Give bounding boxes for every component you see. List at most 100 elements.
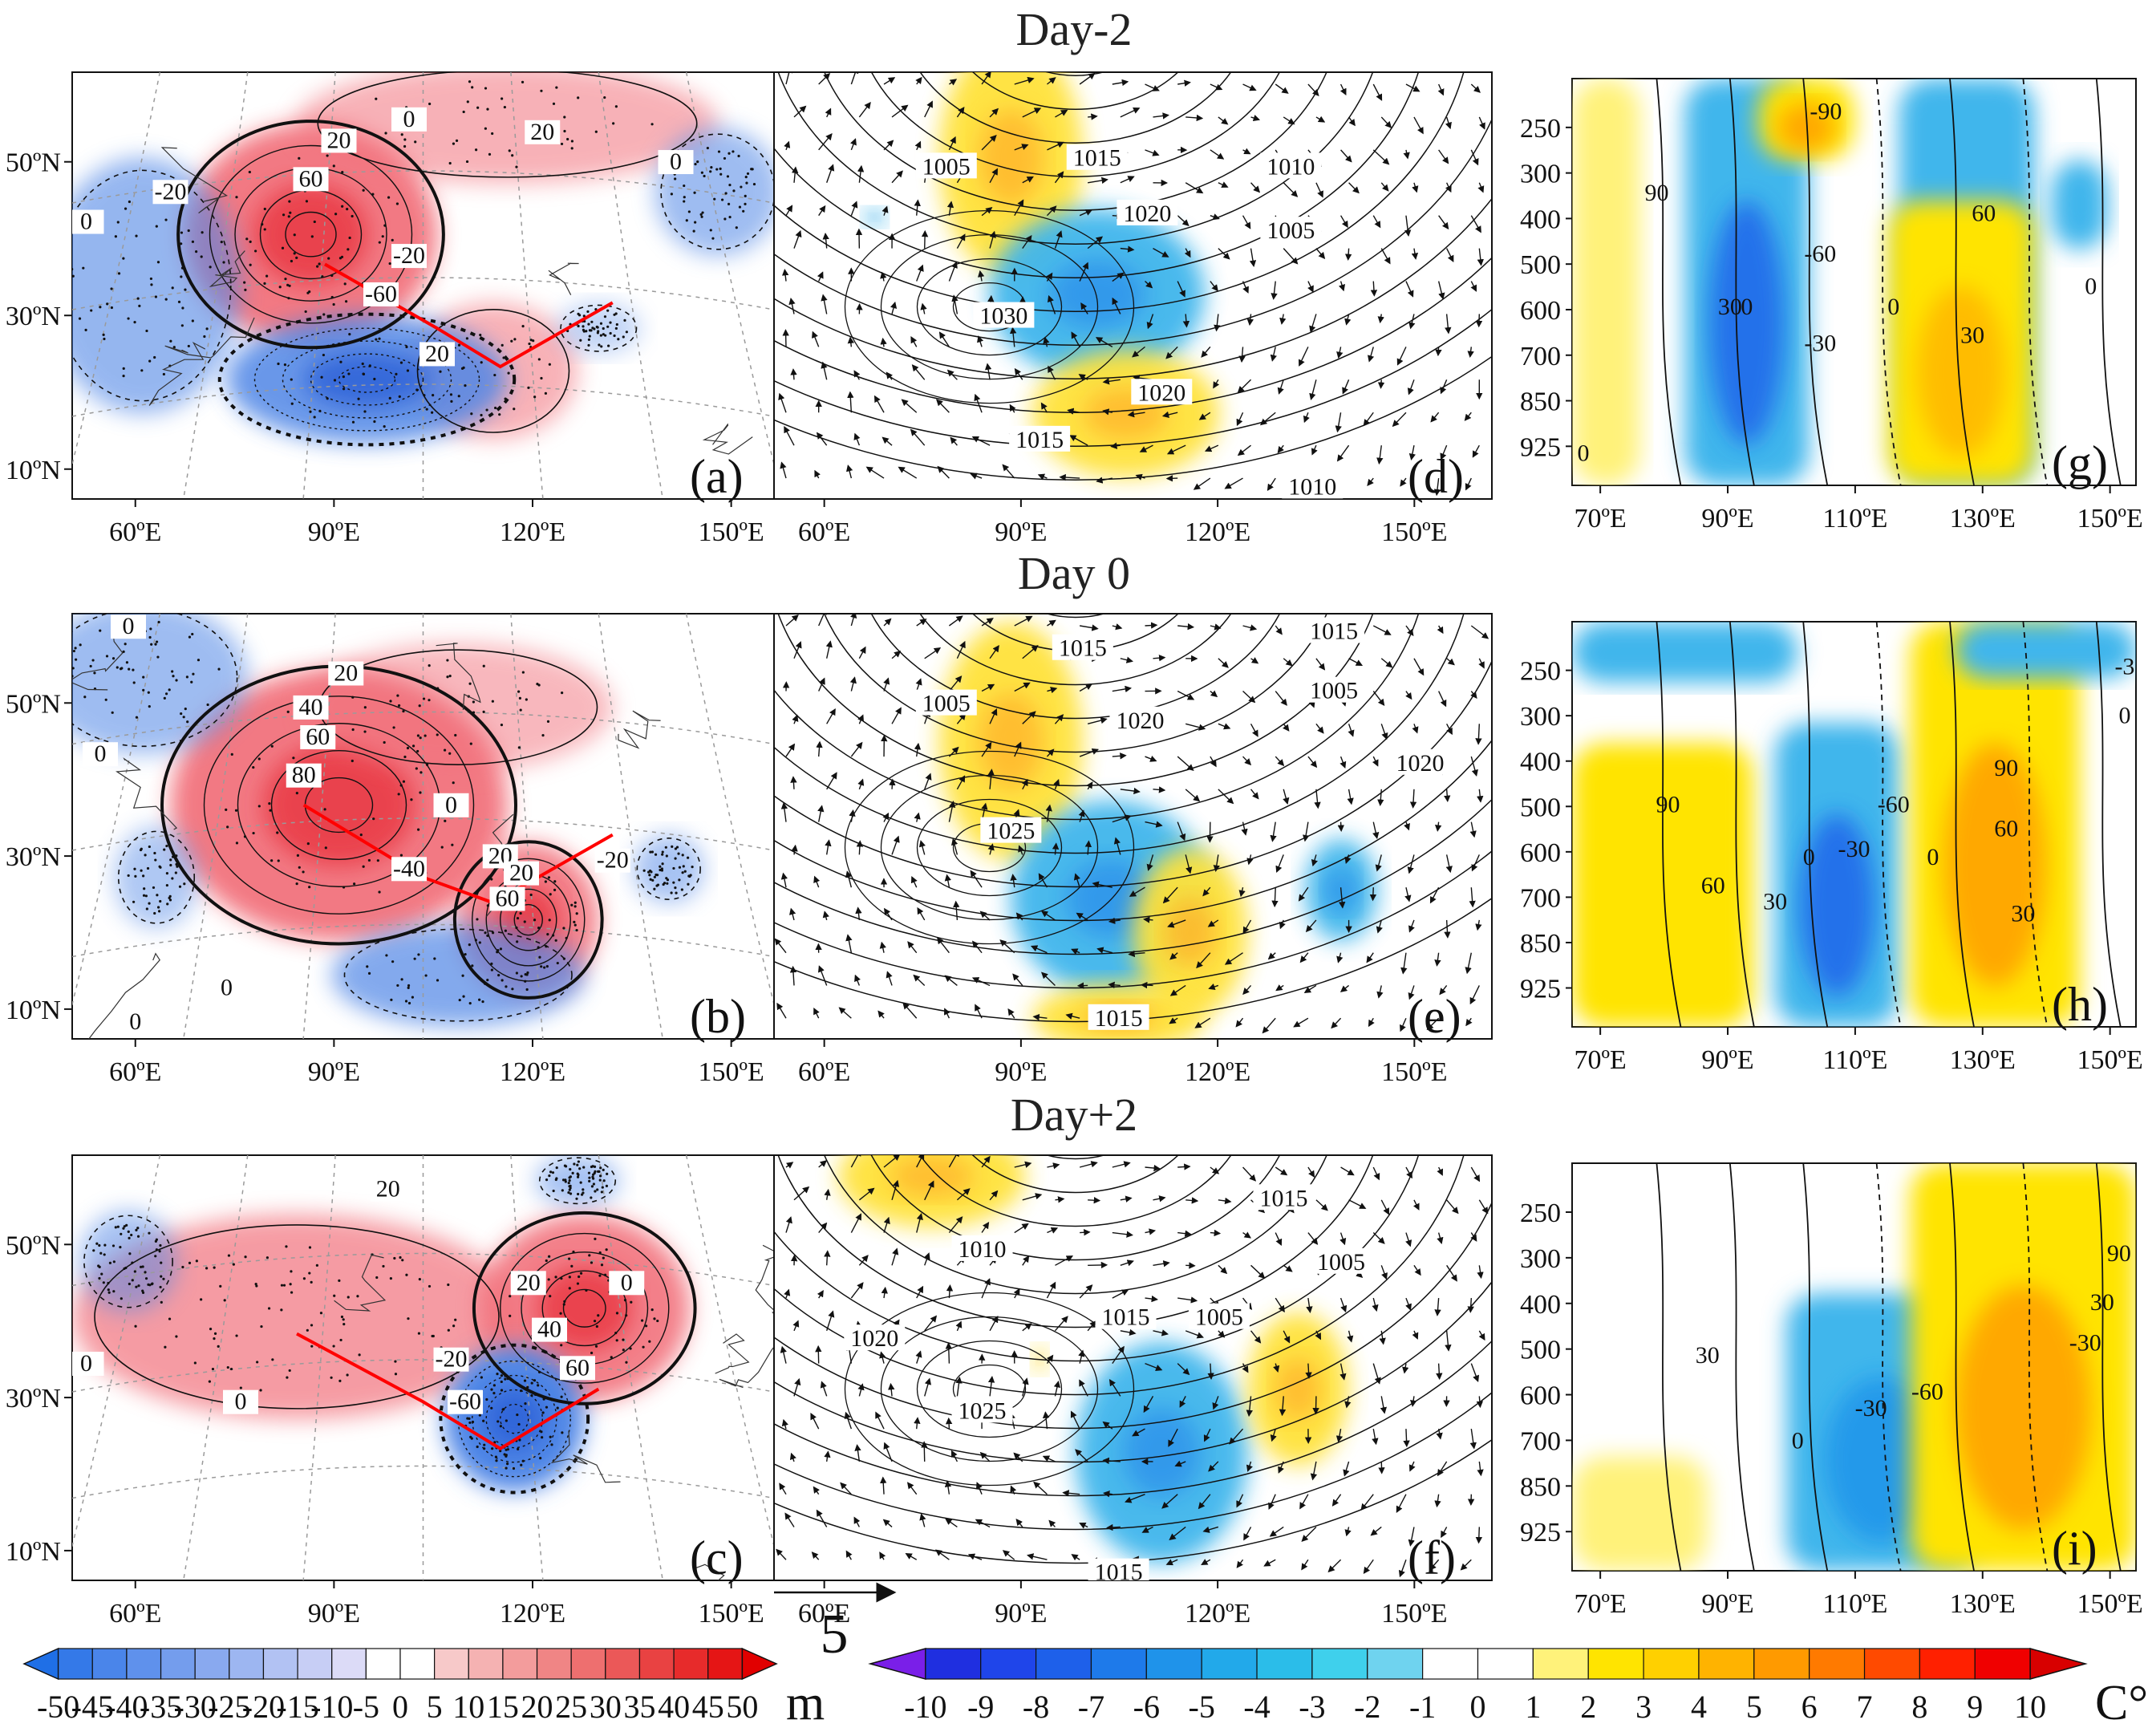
- significance-dot: [498, 413, 501, 416]
- wind-vector: [1405, 1232, 1412, 1247]
- significance-dot: [388, 262, 391, 266]
- significance-dot: [263, 228, 266, 231]
- significance-dot: [447, 1283, 450, 1287]
- significance-dot: [516, 940, 519, 943]
- wind-vector: [944, 975, 958, 987]
- wind-vector: [1040, 971, 1056, 986]
- significance-dot: [732, 150, 735, 153]
- significance-dot: [213, 1266, 216, 1269]
- wind-vector: [1270, 347, 1277, 362]
- significance-dot: [103, 337, 106, 341]
- wind-vector: [853, 370, 861, 380]
- significance-dot: [144, 854, 147, 857]
- isobar: [844, 750, 1135, 945]
- wind-contour-label: 30: [1718, 294, 1742, 320]
- significance-dot: [604, 334, 607, 337]
- wind-vector: [1434, 952, 1441, 967]
- wind-vector: [924, 100, 933, 118]
- temperature-core: [1709, 201, 1785, 445]
- wind-vector: [1262, 1017, 1276, 1034]
- wind-vector: [1177, 756, 1194, 772]
- wind-vector: [1307, 1232, 1319, 1245]
- y-tick-label: 30ºN: [6, 1384, 61, 1414]
- wind-vector: [1310, 1461, 1318, 1481]
- significance-dot: [599, 334, 602, 337]
- significance-dot: [549, 893, 552, 896]
- x-tick-label: 150ºE: [1381, 1599, 1447, 1629]
- significance-dot: [157, 910, 161, 913]
- significance-dot: [319, 1312, 323, 1315]
- isobar-label: 1010: [958, 1236, 1007, 1263]
- wind-vector: [888, 1382, 895, 1397]
- significance-dot: [573, 905, 577, 908]
- significance-dot: [609, 321, 612, 324]
- wind-vector: [889, 778, 896, 789]
- wind-vector: [1177, 215, 1190, 227]
- wind-vector: [1411, 248, 1419, 260]
- wind-vector: [1407, 379, 1415, 395]
- significance-dot: [141, 1265, 144, 1268]
- significance-dot: [573, 1162, 576, 1166]
- wind-contour: [2022, 622, 2049, 1027]
- significance-dot: [507, 371, 510, 375]
- wind-vector: [1129, 886, 1145, 897]
- wind-vector: [949, 79, 958, 86]
- wind-vector: [1071, 948, 1080, 955]
- wind-vector: [1079, 1284, 1093, 1299]
- wind-vector: [850, 1213, 861, 1233]
- wind-vector: [826, 708, 836, 724]
- colorbar-tick-label: -35: [140, 1689, 182, 1725]
- x-tick-label: 90ºE: [308, 1599, 360, 1629]
- significance-dot: [605, 1184, 609, 1188]
- wind-vector: [1046, 748, 1055, 757]
- contour-label-bg: [951, 1397, 1013, 1423]
- significance-dot: [296, 854, 300, 857]
- significance-dot: [362, 865, 365, 868]
- significance-dot: [136, 1227, 140, 1230]
- colorbar-arrow-left: [868, 1648, 926, 1680]
- contour-label-bg: [300, 725, 336, 749]
- significance-dot: [400, 133, 403, 136]
- significance-dot: [74, 647, 77, 650]
- wind-vector: [1404, 821, 1410, 831]
- wind-vector: [1445, 314, 1452, 335]
- significance-dot: [265, 1256, 270, 1259]
- significance-dot: [543, 966, 546, 969]
- significance-dot: [653, 875, 656, 878]
- wind-vector: [1372, 1232, 1385, 1244]
- significance-dot: [205, 1267, 209, 1270]
- y-tick-label: 10ºN: [6, 456, 61, 485]
- y-tick-label: 50ºN: [6, 148, 61, 178]
- wind-vector: [1096, 477, 1113, 484]
- wind-vector: [1250, 182, 1261, 193]
- coastline: [695, 1564, 725, 1580]
- significance-dot: [373, 420, 376, 424]
- wind-vector: [847, 336, 855, 347]
- significance-dot: [693, 191, 696, 194]
- x-tick-label: 110ºE: [1822, 1045, 1887, 1075]
- wind-vector: [1470, 1166, 1481, 1182]
- significance-dot: [108, 1261, 112, 1264]
- significance-dot: [128, 200, 132, 204]
- y-tick-label: 500: [1520, 250, 1561, 280]
- significance-dot: [138, 304, 141, 307]
- significance-dot: [206, 703, 209, 707]
- significance-dot: [561, 691, 564, 695]
- wind-vector: [1238, 886, 1246, 898]
- significance-dot: [403, 144, 407, 148]
- significance-dot: [156, 906, 160, 909]
- wind-vector: [1398, 1559, 1407, 1578]
- wind-vector: [919, 1513, 926, 1527]
- significance-dot: [382, 1264, 385, 1268]
- significance-dot: [327, 257, 330, 260]
- significance-dot: [478, 1414, 481, 1417]
- significance-dot: [149, 627, 152, 631]
- significance-dot: [150, 643, 153, 646]
- wind-vector: [1408, 1527, 1415, 1547]
- significance-dot: [178, 885, 182, 888]
- wind-vector: [989, 1316, 999, 1332]
- significance-dot: [351, 759, 354, 763]
- isobar: [774, 1201, 1492, 1430]
- significance-dot: [497, 974, 501, 977]
- wind-vector: [1242, 919, 1252, 934]
